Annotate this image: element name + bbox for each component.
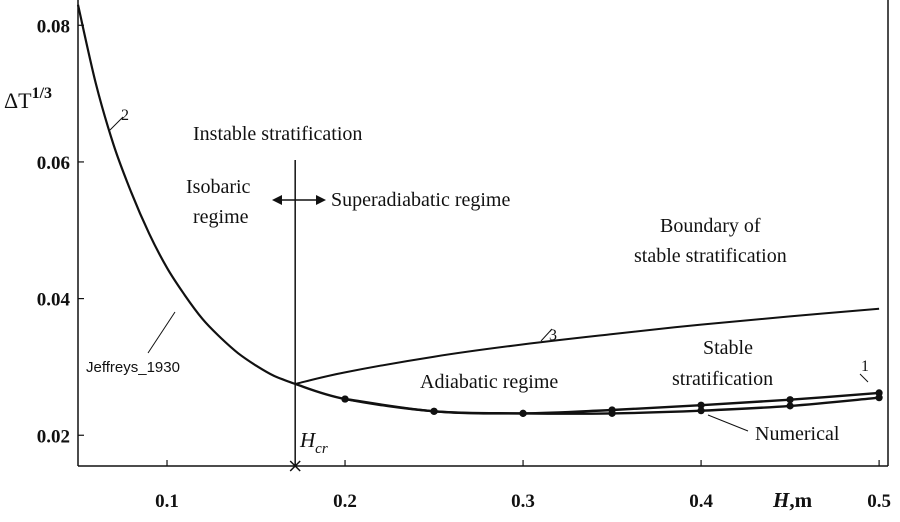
hcr-label-sub: cr [315, 441, 328, 457]
isobaric-label-1: Isobaric [186, 176, 251, 198]
stable-label-2: stratification [672, 368, 773, 390]
double-arrow-icon [272, 195, 326, 205]
markers [341, 389, 883, 417]
numerical-leader [707, 414, 749, 432]
ticks: 0.1 0.2 0.3 0.4 0.5 0.02 0.04 0.06 0.08 [37, 16, 891, 512]
x-tick-label: 0.2 [333, 491, 357, 512]
adiabatic-label: Adiabatic regime [420, 371, 558, 393]
curve-1-label: 1 [861, 358, 869, 375]
y-axis-label-sup: 1/3 [32, 85, 52, 102]
numerical-point [697, 407, 705, 415]
y-tick-label: 0.02 [37, 426, 70, 447]
curve-3-label: 3 [549, 327, 557, 344]
isobaric-label-2: regime [193, 206, 249, 228]
numerical-point [608, 409, 616, 417]
curve-2-label: 2 [121, 107, 129, 124]
instable-label: Instable stratification [193, 123, 362, 145]
y-tick-label: 0.06 [37, 153, 70, 174]
series-curve-3 [294, 307, 880, 385]
series-curve-2 [76, 4, 296, 386]
curve-2-leader [109, 116, 124, 131]
boundary-label-1: Boundary of [660, 215, 761, 237]
numerical-point [430, 407, 438, 415]
axes [77, 0, 889, 472]
hcr-label-var: H [299, 428, 317, 452]
x-axis-label-unit: ,m [789, 488, 812, 512]
x-axis-label-var: H [772, 488, 790, 512]
curve-1-leader [859, 373, 869, 383]
jeffreys-leader [147, 311, 176, 354]
stable-label-1: Stable [703, 337, 753, 359]
numerical-label: Numerical [755, 423, 840, 445]
y-tick-label: 0.04 [37, 290, 71, 311]
jeffreys-label: Jeffreys_1930 [86, 359, 180, 376]
numerical-point [875, 394, 883, 402]
hcr-label: Hcr [299, 428, 328, 457]
x-tick-label: 0.5 [867, 491, 891, 512]
x-tick-label: 0.4 [689, 491, 713, 512]
y-tick-label: 0.08 [37, 16, 70, 37]
numerical-point [341, 395, 349, 403]
numerical-point [786, 402, 794, 410]
curve-1-point [786, 396, 794, 404]
curve-3-leader [540, 328, 553, 342]
numerical-point [519, 409, 527, 417]
y-axis-label: ΔT1/3 [4, 85, 52, 113]
y-axis-label-base: ΔT [4, 88, 32, 113]
x-tick-label: 0.1 [155, 491, 179, 512]
x-axis-label: H,m [772, 488, 813, 512]
x-tick-label: 0.3 [511, 491, 535, 512]
boundary-label-2: stable stratification [634, 245, 787, 267]
hcr-cross-mark [289, 460, 301, 472]
superadiabatic-label: Superadiabatic regime [331, 189, 510, 211]
curve-1-point [697, 401, 705, 409]
